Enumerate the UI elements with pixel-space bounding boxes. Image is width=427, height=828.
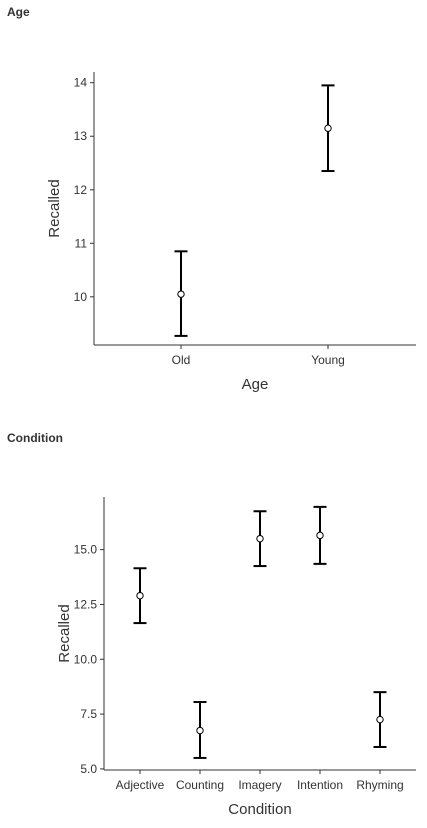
x-tick-label: Rhyming xyxy=(356,778,403,792)
x-axis-title: Age xyxy=(242,376,269,393)
y-tick-label: 12.5 xyxy=(74,597,98,611)
section-title-condition: Condition xyxy=(7,431,63,445)
x-tick-label: Adjective xyxy=(116,778,165,792)
y-tick-label: 11 xyxy=(75,236,88,250)
x-tick-label: Intention xyxy=(297,778,343,792)
y-tick-label: 5.0 xyxy=(80,762,97,776)
data-point-intention xyxy=(316,531,324,540)
y-tick-label: 10.0 xyxy=(74,652,98,666)
age-chart: 10 11 12 13 14 Old Young Age Recalled xyxy=(46,72,416,393)
data-point-rhyming xyxy=(376,715,384,724)
y-tick-label: 10 xyxy=(74,290,88,304)
section-title-age: Age xyxy=(7,5,30,19)
data-point-old xyxy=(177,290,185,298)
y-tick-label: 13 xyxy=(74,129,88,143)
data-point-adjective xyxy=(136,591,144,600)
data-point-imagery xyxy=(256,534,264,543)
x-axis-title: Condition xyxy=(228,801,291,818)
x-tick-label: Young xyxy=(311,353,345,367)
x-tick-label: Counting xyxy=(176,778,224,792)
y-tick-label: 15.0 xyxy=(74,543,98,557)
y-axis-title: Recalled xyxy=(46,179,63,237)
x-tick-label: Old xyxy=(172,353,191,367)
y-tick-label: 7.5 xyxy=(80,707,97,721)
x-tick-label: Imagery xyxy=(238,778,281,792)
condition-chart: 5.0 7.5 10.0 12.5 15.0 Adjective Counting Image… xyxy=(56,497,416,818)
y-tick-label: 14 xyxy=(74,76,88,90)
y-axis-title: Recalled xyxy=(56,604,73,662)
data-point-counting xyxy=(196,726,204,735)
y-tick-label: 12 xyxy=(74,183,88,197)
data-point-young xyxy=(324,124,332,132)
